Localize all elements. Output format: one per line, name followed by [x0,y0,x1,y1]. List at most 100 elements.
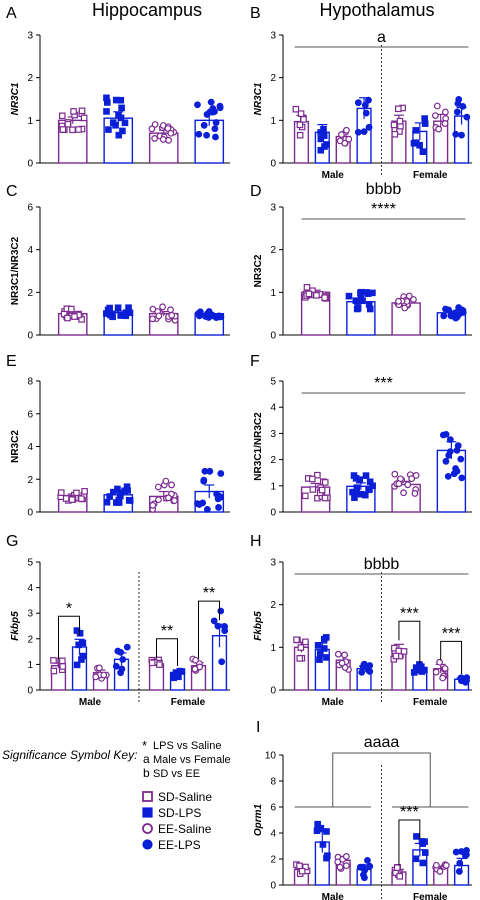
y-tick-label: 0 [270,686,276,697]
data-point [441,665,449,672]
panel-d: 0 1 2 3 NR3C2 **** bbbb [253,181,472,342]
data-point [336,863,344,871]
data-point [433,861,440,869]
y-axis-label: Oprm1 [253,803,264,836]
y-axis-label: Fkbp5 [10,611,21,641]
y-tick-label: 1 [270,288,276,299]
data-point [168,311,176,319]
legend-swatch-open-square [142,791,153,802]
data-point [436,868,444,875]
data-point [80,114,88,122]
group-label-male: Male [322,892,345,900]
data-point [95,664,103,672]
data-point [156,661,163,668]
data-point [360,128,368,135]
y-tick-label: 3 [27,609,33,620]
data-point [432,668,440,676]
y-tick-label: 4 [270,403,276,414]
data-point [305,290,313,298]
data-point [194,101,201,109]
data-point [412,127,420,134]
data-point [59,663,67,670]
data-point [308,475,316,483]
significance-bracket [156,638,178,667]
data-point [442,862,450,869]
data-point [200,121,208,129]
panel-letter-b: B [250,5,261,22]
data-point [50,667,58,675]
legend-key-title: Significance Symbol Key: [2,748,137,762]
y-tick-label: 2 [27,288,33,299]
legend-key-symbol: * [142,738,147,753]
data-point [435,125,443,133]
data-point [164,125,172,132]
legend-group-sd-saline: SD-Saline [142,790,212,804]
data-point [396,873,404,880]
data-point [68,496,76,503]
data-point [117,96,125,104]
legend-swatch-open-circle [142,823,153,834]
significance-bracket [198,600,220,659]
data-point [421,849,429,856]
data-point [345,292,353,300]
data-point [314,642,322,649]
panel-f: 0 1 2 3 4 5 NR3C1/NR3C2 *** [253,375,472,519]
significance-label: *** [374,375,393,392]
data-point [362,109,370,117]
data-point [400,489,407,497]
panel-i: 0 2 4 6 8 10 Oprm1 Male Female aaaa *** [253,734,472,900]
y-tick-label: 4 [270,829,276,840]
y-tick-label: 5 [27,558,33,569]
data-point [167,129,175,137]
data-point [168,481,175,489]
panel-letter-a: A [6,5,17,22]
data-point [405,292,413,300]
data-point [447,312,455,320]
group-label-male: Male [79,697,102,708]
y-tick-label: 8 [27,377,33,388]
data-point [436,658,444,666]
data-point [117,492,124,500]
data-point [148,125,156,133]
data-point [212,133,219,141]
legend-group-ee-lps: EE-LPS [142,838,201,852]
y-tick-label: 4 [27,442,33,453]
y-tick-label: 2 [27,634,33,645]
data-point [216,492,224,500]
y-tick-label: 0 [27,331,33,342]
data-point [362,472,370,479]
data-point [68,305,75,313]
data-point [341,651,348,659]
data-point [112,662,120,670]
data-point [345,135,353,143]
data-point [79,639,87,647]
legend-key-symbol: b [143,766,150,780]
y-tick-label: 1 [270,116,276,127]
data-point [195,501,203,508]
legend-key-text: LPS vs Saline [153,740,221,752]
data-point [119,127,126,135]
data-point [73,661,81,669]
data-point [431,112,439,120]
data-point [104,99,111,106]
chart-title: Hypothalamus [319,0,434,20]
data-point [439,674,447,682]
data-point [334,650,342,658]
data-point [404,481,412,489]
data-point [159,136,167,143]
data-point [303,284,311,291]
charts-layer: Hippocampus 0 1 2 3 NR3C1 Hypothalamus 0 1 2 3 NR3C… [10,0,472,900]
data-point [313,827,321,835]
data-point [162,477,170,485]
data-point [159,303,166,311]
data-point [408,475,416,483]
data-point [155,496,162,504]
data-point [401,304,409,312]
data-point [121,119,129,127]
data-point [170,671,178,679]
legend-group-label: EE-Saline [158,822,212,836]
data-point [149,501,157,509]
significance-label: *** [400,804,419,821]
data-point [69,126,76,134]
data-point [59,657,66,665]
